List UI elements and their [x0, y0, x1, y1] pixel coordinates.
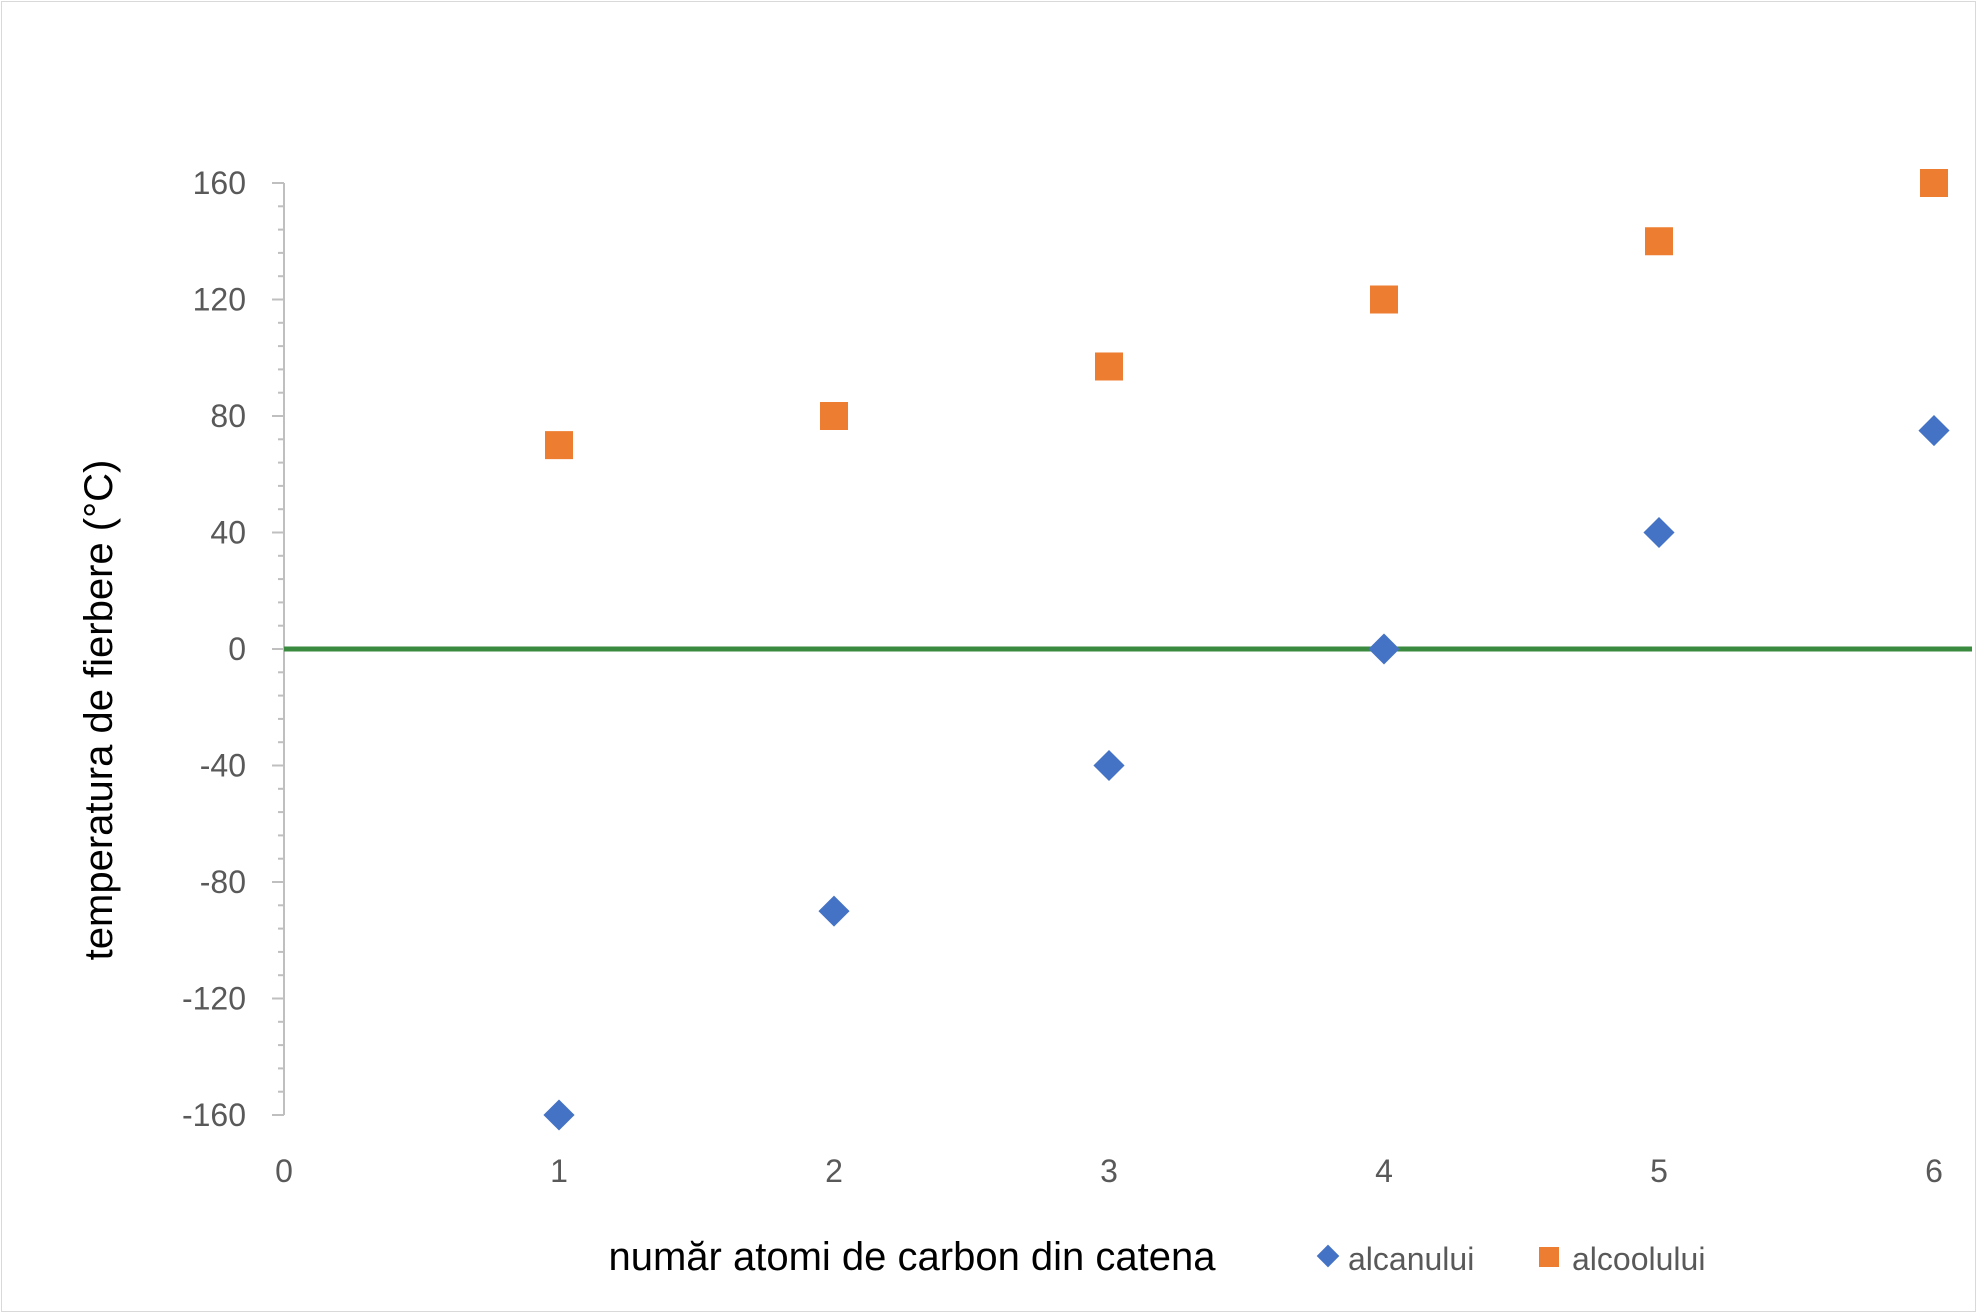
legend-label-alcoolului: alcoolului [1572, 1241, 1705, 1277]
x-tick-label: 0 [275, 1153, 293, 1189]
point-alcoolului [1370, 285, 1398, 314]
x-tick-label: 5 [1650, 1153, 1668, 1189]
point-alcoolului [1095, 352, 1123, 381]
legend-item-alcoolului: alcoolului [1539, 1241, 1705, 1277]
y-axis-title: temperatura de fierbere (°C) [77, 460, 121, 961]
point-alcanului [1368, 633, 1400, 665]
y-tick-label: 40 [210, 515, 246, 551]
y-tick-label: 120 [193, 282, 246, 318]
y-tick-label: 80 [210, 398, 246, 434]
x-tick-label: 4 [1375, 1153, 1393, 1189]
y-tick-label: 160 [193, 165, 246, 201]
x-axis-title: număr atomi de carbon din catena [608, 1235, 1216, 1279]
legend: alcanului alcoolului [1316, 1241, 1705, 1277]
y-tick-label: 0 [228, 631, 246, 667]
legend-marker-alcanului [1316, 1244, 1340, 1268]
x-tick-label: 2 [825, 1153, 843, 1189]
point-alcoolului [820, 402, 848, 430]
x-tick-label: 1 [550, 1153, 568, 1189]
x-tick-label: 6 [1925, 1153, 1943, 1189]
point-alcanului [818, 895, 850, 927]
y-tick-label: -40 [200, 748, 246, 784]
point-alcoolului [1920, 169, 1948, 197]
y-tick-label: -160 [182, 1097, 246, 1133]
point-alcoolului [1645, 227, 1673, 256]
point-alcanului [1093, 749, 1125, 782]
point-alcanului [1918, 415, 1950, 447]
y-tick-label: -120 [182, 981, 246, 1017]
point-alcanului [543, 1099, 575, 1131]
legend-marker-alcoolului [1539, 1247, 1559, 1267]
y-axis: -160 -120 -80 -40 0 40 80 120 160 [182, 165, 285, 1133]
y-tick-label: -80 [200, 864, 246, 900]
legend-item-alcanului: alcanului [1316, 1241, 1474, 1277]
legend-label-alcanului: alcanului [1348, 1241, 1474, 1277]
point-alcoolului [545, 431, 573, 460]
x-tick-labels: 0 1 2 3 4 5 6 [275, 1153, 1943, 1189]
point-alcanului [1643, 516, 1675, 549]
x-tick-label: 3 [1100, 1153, 1118, 1189]
